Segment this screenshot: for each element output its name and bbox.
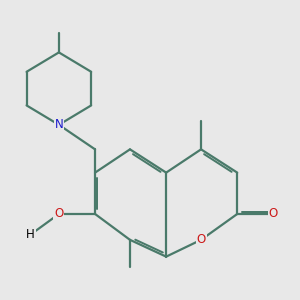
Text: H: H — [26, 228, 35, 241]
Text: O: O — [196, 233, 206, 246]
Text: O: O — [269, 208, 278, 220]
Text: N: N — [55, 118, 63, 131]
Text: O: O — [54, 208, 64, 220]
